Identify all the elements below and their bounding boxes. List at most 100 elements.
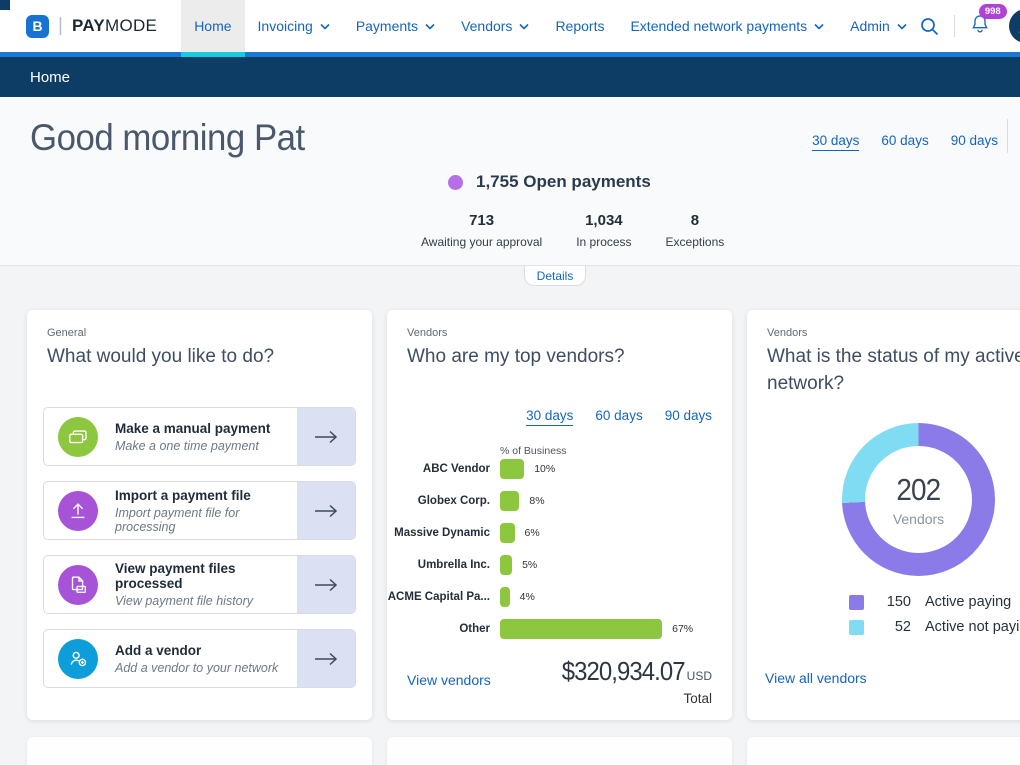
action-add-vendor[interactable]: Add a vendor Add a vendor to your networ… [43,629,356,688]
legend-swatch [849,619,864,635]
paymode-logo[interactable]: B | PAYMODE [26,14,157,38]
go-button[interactable] [297,482,355,539]
chevron-down-icon [519,23,530,30]
tab-payments-label: Payments [355,18,419,34]
payment-files-icon [58,564,98,605]
tab-extended-network-payments-label: Extended network payments [630,18,808,34]
tab-home[interactable]: Home [181,0,245,57]
top-navigation: B | PAYMODE Home Invoicing Payments Vend… [0,0,1020,57]
tab-admin-label: Admin [850,18,890,34]
go-button[interactable] [297,408,355,465]
range-60-days[interactable]: 60 days [595,408,643,423]
action-title: View payment files processed [115,561,236,591]
action-title: Make a manual payment [115,420,271,436]
hero-range-selector: 30 days 60 days 90 days [812,133,998,151]
tab-reports[interactable]: Reports [542,0,617,52]
action-subtitle: Make a one time payment [115,438,259,453]
action-view-payment-files[interactable]: View payment files processed View paymen… [43,555,356,614]
upload-icon [58,490,98,531]
tab-invoicing-label: Invoicing [257,18,313,34]
brand-wordmark: PAYMODE [72,16,157,36]
search-icon[interactable] [920,17,939,36]
range-60-days[interactable]: 60 days [881,133,929,148]
vendors-range-selector: 30 days 60 days 90 days [526,408,712,426]
page-title: Good morning Pat [30,117,305,158]
chart-column-header: % of Business [500,445,567,457]
vendor-label: Umbrella Inc. [417,559,490,571]
action-title: Import a payment file [115,487,251,503]
open-payments-dot [448,174,463,190]
partial-card [747,737,1020,765]
tab-extended-network-payments[interactable]: Extended network payments [617,0,837,52]
action-import-payment-file[interactable]: Import a payment file Import payment fil… [43,481,356,540]
add-vendor-icon [58,638,98,679]
stat-value: 1,034 [585,212,623,229]
nav-right-cluster: 998 IC Administrator Last Login: 05/05/2 [920,4,1020,43]
user-avatar[interactable] [1008,9,1020,43]
vendor-bar-row: Umbrella Inc. 5% [387,555,732,575]
range-30-days[interactable]: 30 days [526,408,574,426]
vendor-bar-row: Globex Corp. 8% [387,491,732,511]
vendor-bar [500,555,513,575]
action-make-manual-payment[interactable]: Make a manual payment Make a one time pa… [43,407,356,466]
currency-label: USD [686,669,712,683]
arrow-right-icon [315,430,338,443]
view-vendors-link[interactable]: View vendors [407,672,491,688]
vendor-label: Globex Corp. [417,495,490,507]
vendor-bar-row: ABC Vendor 10% [387,459,732,479]
action-text: View payment files processed View paymen… [115,561,297,608]
bottomline-logo-icon: B [26,14,49,38]
vendor-label: ABC Vendor [422,463,490,475]
total-amount: $320,934.07 [561,656,686,686]
donut-total-label: Vendors [892,511,945,527]
stat-label: Exceptions [665,235,725,249]
legend-active-not-paying: 52 Active not paying [849,619,1020,635]
hero-section: Good morning Pat 30 days 60 days 90 days [0,97,1020,266]
go-button[interactable] [297,630,355,687]
notification-count-badge: 998 [978,4,1007,19]
legend-value: 150 [886,594,911,610]
nav-bottom-strip [0,52,1020,57]
tab-invoicing[interactable]: Invoicing [245,0,343,52]
tab-admin[interactable]: Admin [837,0,920,52]
total-label: Total [683,691,712,706]
open-payments-stats: 713 Awaiting your approval 1,034 In proc… [421,212,724,249]
vendor-label: ACME Capital Pa... [387,591,490,603]
view-all-vendors-link[interactable]: View all vendors [765,670,867,686]
stat-value: 713 [469,212,495,229]
legend-active-paying: 150 Active paying [849,594,1020,610]
open-payments-title: 1,755 Open payments [476,172,651,191]
details-button[interactable]: Details [524,266,586,286]
breadcrumb[interactable]: Home [30,68,71,86]
legend-label: Active paying [925,594,1012,610]
action-text: Add a vendor Add a vendor to your networ… [115,643,297,675]
vendors-total: $320,934.07 USD Total [551,656,712,706]
range-30-days[interactable]: 30 days [812,133,860,151]
vendor-bar-row: Massive Dynamic 6% [387,523,732,543]
donut-hole [865,446,972,553]
tab-reports-label: Reports [555,18,605,34]
card-top-vendors: Vendors Who are my top vendors? 30 days … [387,310,732,720]
vendor-value: 4% [519,591,535,603]
amount-line: $320,934.07 USD [551,656,712,687]
corner-accent [0,0,10,10]
partial-card [387,737,732,765]
go-button[interactable] [297,556,355,613]
vendor-bar-row: ACME Capital Pa... 4% [387,587,732,607]
range-90-days[interactable]: 90 days [664,408,712,423]
tab-vendors[interactable]: Vendors [448,0,542,52]
notifications-button[interactable]: 998 [970,4,1007,39]
tab-home-label: Home [194,18,232,34]
vendor-label: Massive Dynamic [394,527,490,539]
stat-awaiting-approval: 713 Awaiting your approval [421,212,542,249]
partial-card [27,737,372,765]
banknote-icon [58,416,98,457]
open-payments-summary: 1,755 Open payments [448,172,651,192]
range-90-days[interactable]: 90 days [950,133,998,148]
stat-label: Awaiting your approval [421,235,543,249]
action-title: Add a vendor [115,642,202,658]
tab-payments[interactable]: Payments [343,0,448,52]
tab-vendors-label: Vendors [461,18,513,34]
vendor-value: 5% [522,559,538,571]
donut-center: 202 Vendors [842,423,995,576]
